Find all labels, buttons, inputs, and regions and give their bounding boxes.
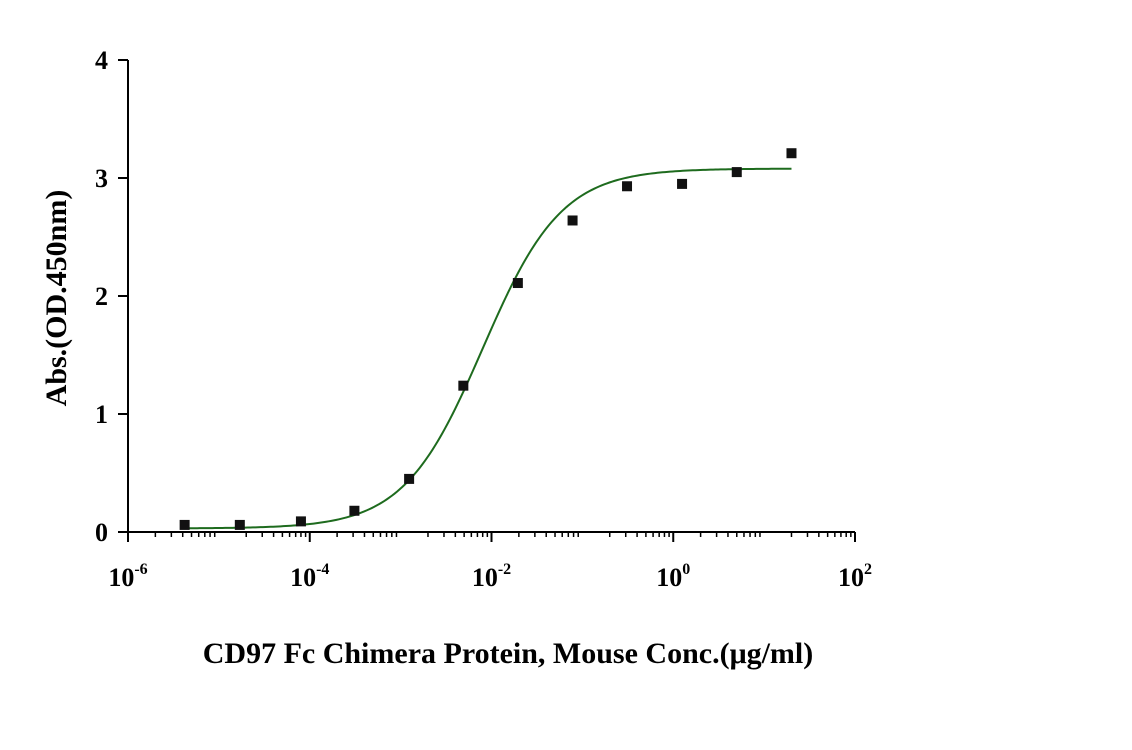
data-point [786, 148, 797, 159]
data-point [677, 178, 688, 189]
data-point [179, 519, 190, 530]
x-tick-base: 10 [108, 563, 134, 592]
x-tick-base: 10 [656, 563, 682, 592]
data-point [295, 516, 306, 527]
x-tick-label: 102 [838, 561, 872, 592]
data-points-layer [179, 148, 797, 530]
x-tick-exponent: 2 [864, 561, 872, 578]
fit-curve [184, 167, 792, 530]
x-tick-base: 10 [472, 563, 498, 592]
x-axis-title: CD97 Fc Chimera Protein, Mouse Conc.(μg/… [203, 637, 814, 670]
x-tick-label: 100 [656, 561, 690, 592]
x-tick-label: 10-2 [472, 561, 511, 592]
x-tick-exponent: -2 [498, 561, 511, 578]
x-ticks: 10-6 10-4 10-2 100 102 [108, 532, 872, 592]
x-tick-exponent: -4 [316, 561, 329, 578]
x-tick-label: 10-4 [290, 561, 329, 592]
y-tick-label: 4 [95, 46, 108, 75]
axes [127, 60, 855, 533]
x-tick-base: 10 [290, 563, 316, 592]
y-axis-title: Abs.(OD.450nm) [40, 190, 73, 407]
y-tick-label: 2 [95, 282, 108, 311]
data-point [349, 505, 360, 516]
y-tick-label: 1 [95, 400, 108, 429]
y-tick-label: 3 [95, 164, 108, 193]
data-point [458, 380, 469, 391]
x-tick-exponent: 0 [682, 561, 690, 578]
data-point [234, 519, 245, 530]
x-tick-label: 10-6 [108, 561, 147, 592]
y-tick-label: 0 [95, 518, 108, 547]
data-point [512, 278, 523, 289]
x-tick-exponent: -6 [134, 561, 147, 578]
fit-curve-layer [184, 167, 792, 530]
data-point [567, 215, 578, 226]
data-point [622, 181, 633, 192]
y-ticks: 0 1 2 3 4 [95, 46, 128, 547]
data-point [731, 167, 742, 178]
data-point [404, 473, 415, 484]
x-tick-base: 10 [838, 563, 864, 592]
